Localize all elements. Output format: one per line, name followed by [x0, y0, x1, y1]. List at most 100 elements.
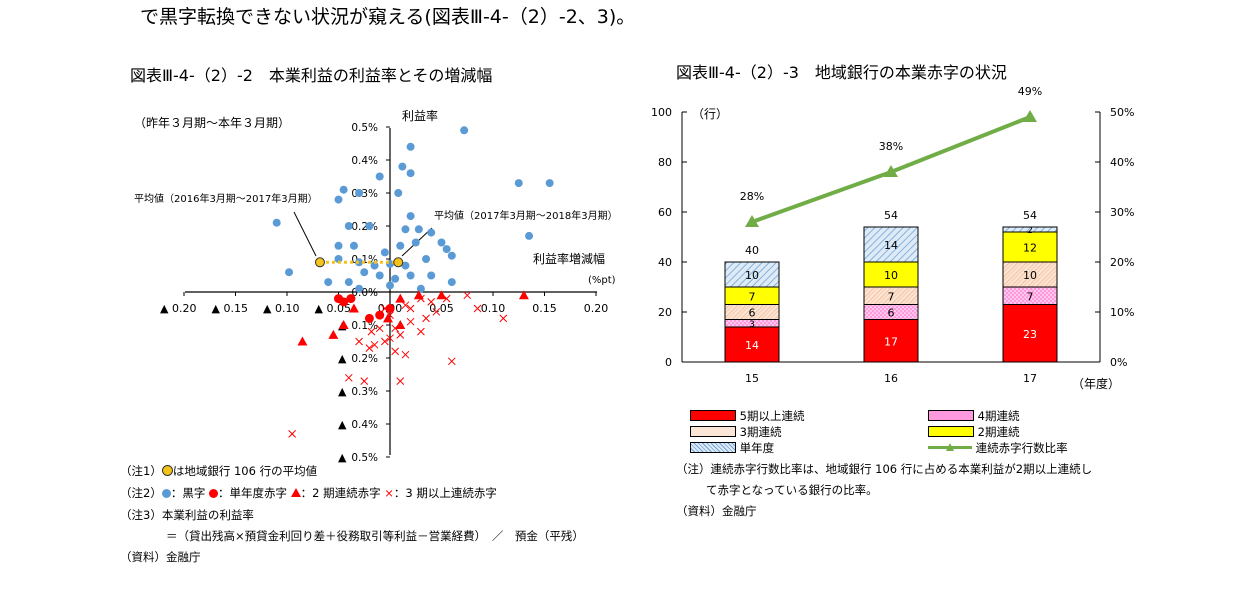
right-note-2: て赤字となっている銀行の比率。 — [706, 483, 878, 497]
black-point — [401, 225, 410, 234]
black-point — [406, 142, 415, 151]
right-chart-title: 図表Ⅲ-4-（2）-3 地域銀行の本業赤字の状況 — [676, 63, 1007, 82]
bar-segment-label: 7 — [1027, 290, 1034, 303]
ratio-label: 49% — [1018, 85, 1042, 98]
bar-y2-tick: 0% — [1110, 356, 1127, 369]
bar-y2-tick: 50% — [1110, 106, 1134, 119]
bar-segment-label: 10 — [1023, 269, 1037, 282]
bar-segment-label: 6 — [888, 307, 895, 320]
bar-segment-label: 10 — [745, 269, 759, 282]
legend-item-5: 5期以上連続 — [690, 408, 804, 424]
legend-item-ratio: 連続赤字行数比率 — [928, 440, 1068, 456]
bar-segment — [863, 226, 919, 263]
black-point — [355, 284, 364, 293]
black-point — [334, 241, 343, 250]
bar-y2-tick: 20% — [1110, 256, 1134, 269]
legend-swatch-ratio — [928, 443, 972, 451]
black-point — [272, 218, 281, 227]
black-point — [386, 281, 394, 290]
legend-item-2: 2期連続 — [928, 424, 1019, 440]
left-chart-title: 図表Ⅲ-4-（2）-2 本業利益の利益率とその増減幅 — [130, 66, 493, 85]
note-2-two: ：2 期連続赤字 — [300, 486, 381, 500]
black-point — [398, 162, 407, 171]
two-period-point — [436, 290, 447, 300]
scatter-x-tick: 0.10 — [275, 302, 300, 315]
black-point — [416, 284, 425, 293]
scatter-y-tick: 0.1% — [351, 320, 378, 332]
avg-legend-icon — [161, 465, 173, 476]
scatter-x-tick: 0.15 — [224, 302, 249, 315]
note-3: （注3）本業利益の利益率 — [120, 508, 254, 522]
black-point — [365, 222, 374, 230]
scatter-x-tick: 0.15 — [532, 302, 557, 315]
scatter-x-tick: 0.20 — [584, 302, 609, 315]
avg-point — [393, 257, 404, 268]
scatter-y-tick-marker: ▲ — [338, 385, 347, 398]
three-period-point — [360, 377, 369, 385]
page-heading: で黒字転換できない状況が窺える(図表Ⅲ-4-（2）-2、3)。 — [140, 6, 636, 28]
legend-swatch-3 — [690, 426, 736, 437]
bar-y-tick: 100 — [651, 106, 672, 119]
scatter-period: （昨年３月期～本年３月期） — [134, 116, 290, 130]
legend-label-5: 5期以上連続 — [739, 409, 805, 423]
scatter-x-tick-marker: ▲ — [160, 302, 169, 315]
legend-label-ratio: 連続赤字行数比率 — [975, 441, 1068, 455]
bar-x-tick: 17 — [1023, 372, 1037, 385]
black-point — [334, 195, 343, 204]
bar-y-unit: （行） — [692, 107, 728, 121]
single-year-point — [339, 297, 349, 307]
note-2-prefix: （注2） — [120, 486, 162, 500]
black-point — [406, 212, 415, 221]
three-period-point — [367, 327, 376, 336]
scatter-y-tick: 0.5% — [351, 452, 378, 464]
three-period-point — [391, 347, 400, 356]
black-point — [447, 251, 456, 260]
scatter-y-tick-marker: ▲ — [338, 451, 347, 464]
right-note-1: （注）連続赤字行数比率は、地域銀行 106 行に占める本業利益が2期以上連続し — [676, 462, 1093, 476]
scatter-x-tick-marker: ▲ — [212, 302, 221, 315]
single-year-point — [375, 310, 385, 320]
bar-segment-label: 14 — [745, 339, 759, 352]
bar-segment — [724, 326, 780, 363]
three-period-point — [386, 334, 394, 343]
legend-label-3: 3期連続 — [739, 425, 782, 439]
scatter-y-tick: 0.4% — [351, 419, 378, 431]
black-point — [406, 169, 415, 178]
black-point — [355, 258, 364, 267]
three-period-point — [380, 337, 389, 346]
black-point — [339, 185, 348, 194]
bar-segment-label: 10 — [884, 269, 898, 282]
note-2-single: ：単年度赤字 — [217, 486, 287, 500]
legend-swatch-2 — [928, 426, 974, 437]
bar-y-tick: 40 — [658, 256, 672, 269]
black-point — [375, 172, 384, 181]
black-point — [545, 179, 554, 188]
legend-item-3: 3期連続 — [690, 424, 781, 440]
bar-segment-label: 7 — [888, 290, 895, 303]
black-point — [344, 222, 353, 230]
legend-swatch-5 — [690, 410, 736, 421]
bar-total-label: 40 — [745, 244, 759, 257]
black-point — [414, 225, 423, 234]
black-point — [460, 126, 469, 135]
black-point — [285, 268, 294, 277]
three-period-point — [344, 373, 353, 382]
three-period-point — [417, 327, 425, 336]
black-point — [422, 255, 431, 263]
three-period-point — [463, 291, 472, 300]
left-source: （資料）金融庁 — [120, 550, 201, 564]
right-source: （資料）金融庁 — [676, 504, 757, 518]
black-point — [427, 228, 436, 237]
three-period-point — [396, 331, 405, 339]
black-point — [375, 271, 384, 280]
black-point — [437, 238, 446, 247]
three-period-point — [406, 304, 415, 313]
note-1: （注1） は地域銀行 106 行の平均値 — [120, 463, 317, 479]
black-point — [411, 238, 420, 247]
legend-item-1: 単年度 — [690, 440, 774, 456]
bar-x-tick: 16 — [884, 372, 898, 385]
bar-y2-tick: 30% — [1110, 206, 1134, 219]
bar-segment — [724, 261, 780, 288]
scatter-y-tick-marker: ▲ — [338, 418, 347, 431]
